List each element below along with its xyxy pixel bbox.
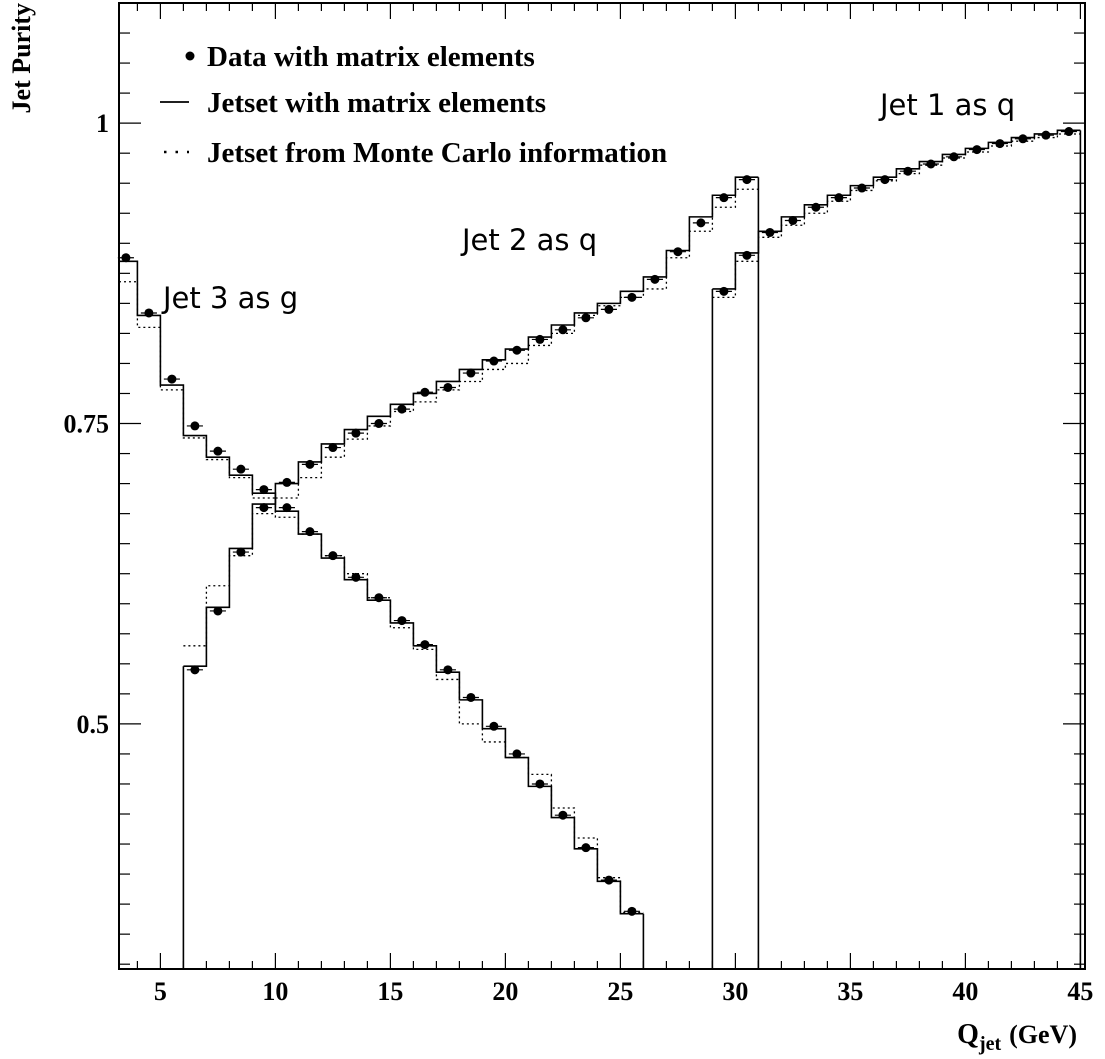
series-2-data-point [259,503,269,513]
series-3-data-point [926,159,936,169]
series-1-data-point [351,572,361,582]
series-2-data-point [305,459,315,469]
axis-ticks-layer: 5 10 15 20 25 30 35 40 45 0.5 0.75 1 [64,2,1093,1006]
series-1-data-point [466,692,476,702]
data-marker-layer [117,127,1077,916]
series-2-data-point [236,547,246,557]
series-3-data-point [765,227,775,237]
series-1-data-point [167,374,177,384]
series-1-data-point [489,721,499,731]
annotation-jet1: Jet 1 as q [878,88,1015,122]
x-tick-label: 30 [722,977,748,1006]
series-3-data-point [719,286,729,296]
series-2-data-point [213,606,223,616]
series-3-data-point [972,145,982,155]
x-axis-title-unit: (GeV) [1009,1020,1077,1049]
series-1-data-point [213,446,223,456]
x-tick-label: 35 [837,977,863,1006]
series-3-jetset-me-histogram [712,129,1081,290]
x-axis-title: Qjet (GeV) [957,1019,1077,1055]
x-tick-label: 10 [262,977,288,1006]
series-3-data-point [788,215,798,225]
legend-label-jetset-mc: Jetset from Monte Carlo information [207,137,667,169]
series-2-data-point [374,419,384,429]
series-2-data-point [742,175,752,185]
x-axis-title-sub: jet [978,1033,1002,1055]
series-3-data-point [880,175,890,185]
series-2-data-point [443,382,453,392]
series-2-jetset-mc-histogram [183,188,759,647]
legend-label-data: Data with matrix elements [207,41,535,73]
series-1-data-point [121,253,131,263]
annotation-jet2: Jet 2 as q [460,223,597,257]
series-1-data-point [604,875,614,885]
y-tick-label: 0.5 [77,710,110,739]
series-1-data-point [282,503,292,513]
series-1-data-point [236,464,246,474]
series-1-data-point [581,843,591,853]
series-2-data-point [719,193,729,203]
series-2-data-point [581,313,591,323]
series-3-data-point [995,139,1005,149]
series-1-data-point [328,551,338,561]
series-3-data-point [1041,130,1051,140]
series-1-data-point [259,485,269,495]
series-3-data-point [742,250,752,260]
series-3-data-point [834,193,844,203]
series-3-data-point [857,183,867,193]
y-tick-label: 1 [96,109,109,138]
series-1-data-point [374,593,384,603]
series-3-data-point [1018,134,1028,144]
series-1-data-point [190,421,200,431]
x-tick-label: 45 [1067,977,1093,1006]
plot-frame [118,2,1086,970]
x-axis-title-main: Q [957,1019,979,1050]
x-tick-label: 15 [377,977,403,1006]
series-2-data-point [397,404,407,414]
x-tick-label: 20 [492,977,518,1006]
series-2-data-point [673,247,683,257]
series-2-data-point [512,345,522,355]
histogram-layer [119,129,1082,969]
series-2-data-point [489,356,499,366]
y-tick-label: 0.75 [64,410,110,439]
series-1-data-point [535,779,545,789]
annotation-jet3: Jet 3 as g [161,281,298,315]
series-1-data-point [397,616,407,626]
series-1-data-point [512,749,522,759]
x-tick-label: 25 [607,977,633,1006]
series-3-data-point [949,152,959,162]
series-2-data-point [650,274,660,284]
series-3-jetset-mc-histogram [712,133,1081,299]
series-2-data-point [466,368,476,378]
series-3-data-point [1064,127,1074,137]
series-2-data-point [535,334,545,344]
series-2-data-point [282,477,292,487]
series-2-data-point [696,218,706,228]
series-2-data-point [604,304,614,314]
series-2-data-point [351,428,361,438]
series-1-data-point [305,527,315,537]
legend-label-jetset-me: Jetset with matrix elements [207,87,546,119]
x-tick-label: 40 [952,977,978,1006]
series-3-data-point [811,202,821,212]
series-3-data-point [903,166,913,176]
series-1-data-point [627,906,637,916]
legend: Data with matrix elements Jetset with ma… [160,41,667,169]
legend-marker-icon [185,51,195,61]
series-2-data-point [558,325,568,335]
series-2-data-point [420,387,430,397]
series-2-data-point [627,292,637,302]
series-2-data-point [190,665,200,675]
x-tick-label: 5 [154,977,167,1006]
series-1-data-point [443,665,453,675]
series-2-data-point [328,443,338,453]
series-1-data-point [420,640,430,650]
y-axis-title: Jet Purity [7,3,36,113]
series-1-data-point [144,308,154,318]
series-1-data-point [558,810,568,820]
